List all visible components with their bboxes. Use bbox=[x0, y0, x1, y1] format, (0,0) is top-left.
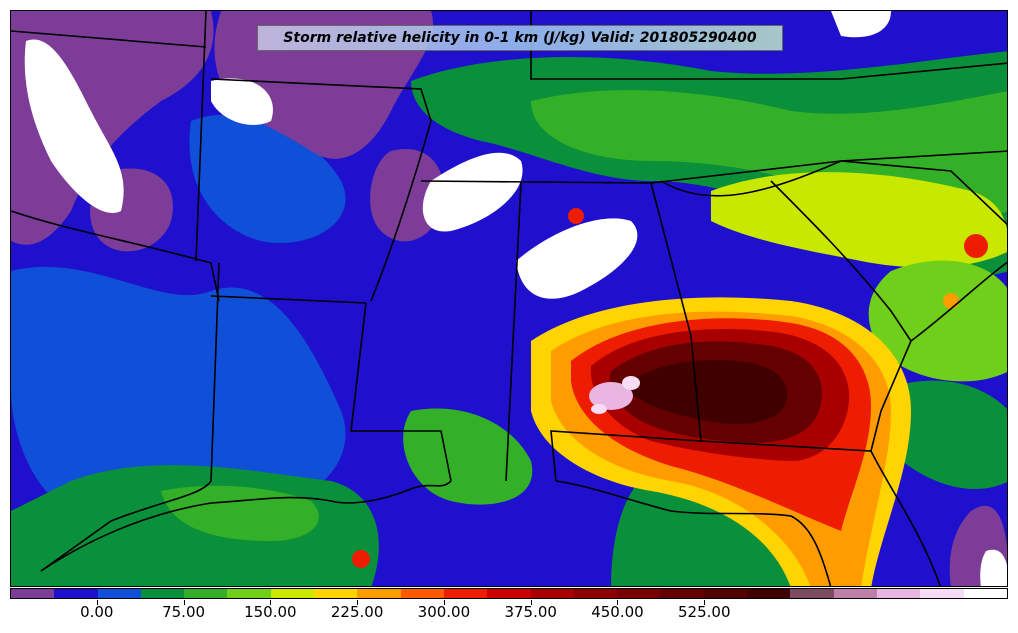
field-red-blob bbox=[943, 293, 959, 309]
helicity-map-canvas bbox=[11, 11, 1007, 586]
colorbar-segment bbox=[790, 589, 834, 598]
colorbar-tick-mark bbox=[183, 600, 185, 605]
colorbar-segment bbox=[140, 589, 185, 598]
colorbar bbox=[10, 588, 1008, 599]
colorbar-tick-mark bbox=[617, 600, 619, 605]
field-white-region bbox=[211, 78, 273, 125]
colorbar-tick-label: 450.00 bbox=[591, 603, 644, 621]
field-pink-peak bbox=[589, 382, 633, 410]
helicity-map: Storm relative helicity in 0-1 km (J/kg)… bbox=[10, 10, 1008, 587]
colorbar-tick-label: 375.00 bbox=[504, 603, 557, 621]
state-boundaries bbox=[11, 11, 1007, 586]
colorbar-segment bbox=[530, 589, 574, 598]
colorbar-segment bbox=[11, 589, 55, 598]
boundary-line bbox=[700, 340, 912, 452]
field-white-region bbox=[831, 11, 891, 38]
boundary-line bbox=[910, 261, 1007, 342]
colorbar-segment bbox=[747, 589, 791, 598]
colorbar-segment bbox=[97, 589, 141, 598]
boundary-line bbox=[770, 180, 912, 342]
boundary-line bbox=[210, 78, 432, 122]
boundary-line bbox=[505, 182, 522, 482]
boundary-line bbox=[870, 450, 942, 586]
field-lightgreen-region bbox=[161, 485, 319, 541]
colorbar-segment bbox=[617, 589, 661, 598]
boundary-line bbox=[195, 11, 207, 262]
boundary-line bbox=[350, 302, 452, 482]
colorbar-segment bbox=[270, 589, 315, 598]
colorbar-segment bbox=[963, 589, 1007, 598]
colorbar-tick-mark bbox=[704, 600, 706, 605]
field-white-region bbox=[422, 152, 523, 232]
field-red-blob bbox=[568, 208, 584, 224]
field-white-region bbox=[24, 39, 124, 213]
boundary-line bbox=[11, 30, 207, 48]
boundary-line bbox=[370, 120, 432, 302]
map-title: Storm relative helicity in 0-1 km (J/kg)… bbox=[257, 25, 783, 51]
colorbar-segment bbox=[54, 589, 98, 598]
field-white-region bbox=[516, 218, 638, 299]
colorbar-segment bbox=[357, 589, 401, 598]
colorbar-segment bbox=[703, 589, 748, 598]
colorbar-tick-label: 525.00 bbox=[678, 603, 731, 621]
colorbar-tick-label: 300.00 bbox=[417, 603, 471, 621]
boundary-line bbox=[40, 480, 452, 572]
colorbar-segment bbox=[487, 589, 531, 598]
colorbar-segment bbox=[314, 589, 358, 598]
field-pink-peak bbox=[622, 376, 640, 390]
boundary-line bbox=[11, 210, 220, 302]
colorbar-tick-label: 225.00 bbox=[330, 603, 384, 621]
colorbar-tick-mark bbox=[96, 600, 98, 605]
colorbar-tick-mark bbox=[270, 600, 272, 605]
colorbar-tick-label: 0.00 bbox=[80, 603, 114, 621]
colorbar-tick-mark bbox=[357, 600, 359, 605]
field-midblue-region bbox=[11, 266, 346, 516]
colorbar-tick-mark bbox=[443, 600, 445, 605]
field-white-region bbox=[980, 549, 1007, 586]
colorbar-segment bbox=[833, 589, 877, 598]
colorbar-ticks: 0.00 75.00 150.00 225.00 300.00 375.00 450.00 5… bbox=[10, 600, 1008, 630]
field-pink-peak bbox=[591, 404, 607, 414]
colorbar-tick-mark bbox=[530, 600, 532, 605]
boundary-line bbox=[660, 160, 1007, 226]
boundary-line bbox=[40, 262, 220, 572]
field-red-blob bbox=[964, 234, 988, 258]
boundary-line bbox=[210, 295, 367, 304]
colorbar-tick-label: 150.00 bbox=[244, 603, 297, 621]
boundary-line bbox=[420, 150, 1007, 184]
colorbar-segment bbox=[184, 589, 228, 598]
field-red-blob bbox=[352, 550, 370, 568]
colorbar-segment bbox=[573, 589, 618, 598]
colorbar-segment bbox=[660, 589, 704, 598]
field-darkmaroon-region bbox=[627, 360, 788, 424]
colorbar-segment bbox=[876, 589, 921, 598]
colorbar-segment bbox=[920, 589, 964, 598]
colorbar-segment bbox=[400, 589, 444, 598]
colorbar-tick-label: 75.00 bbox=[162, 603, 206, 621]
boundary-line bbox=[555, 480, 832, 586]
colorbar-segment bbox=[443, 589, 488, 598]
colorbar-segment bbox=[227, 589, 271, 598]
field-lightgreen-region bbox=[403, 408, 533, 505]
